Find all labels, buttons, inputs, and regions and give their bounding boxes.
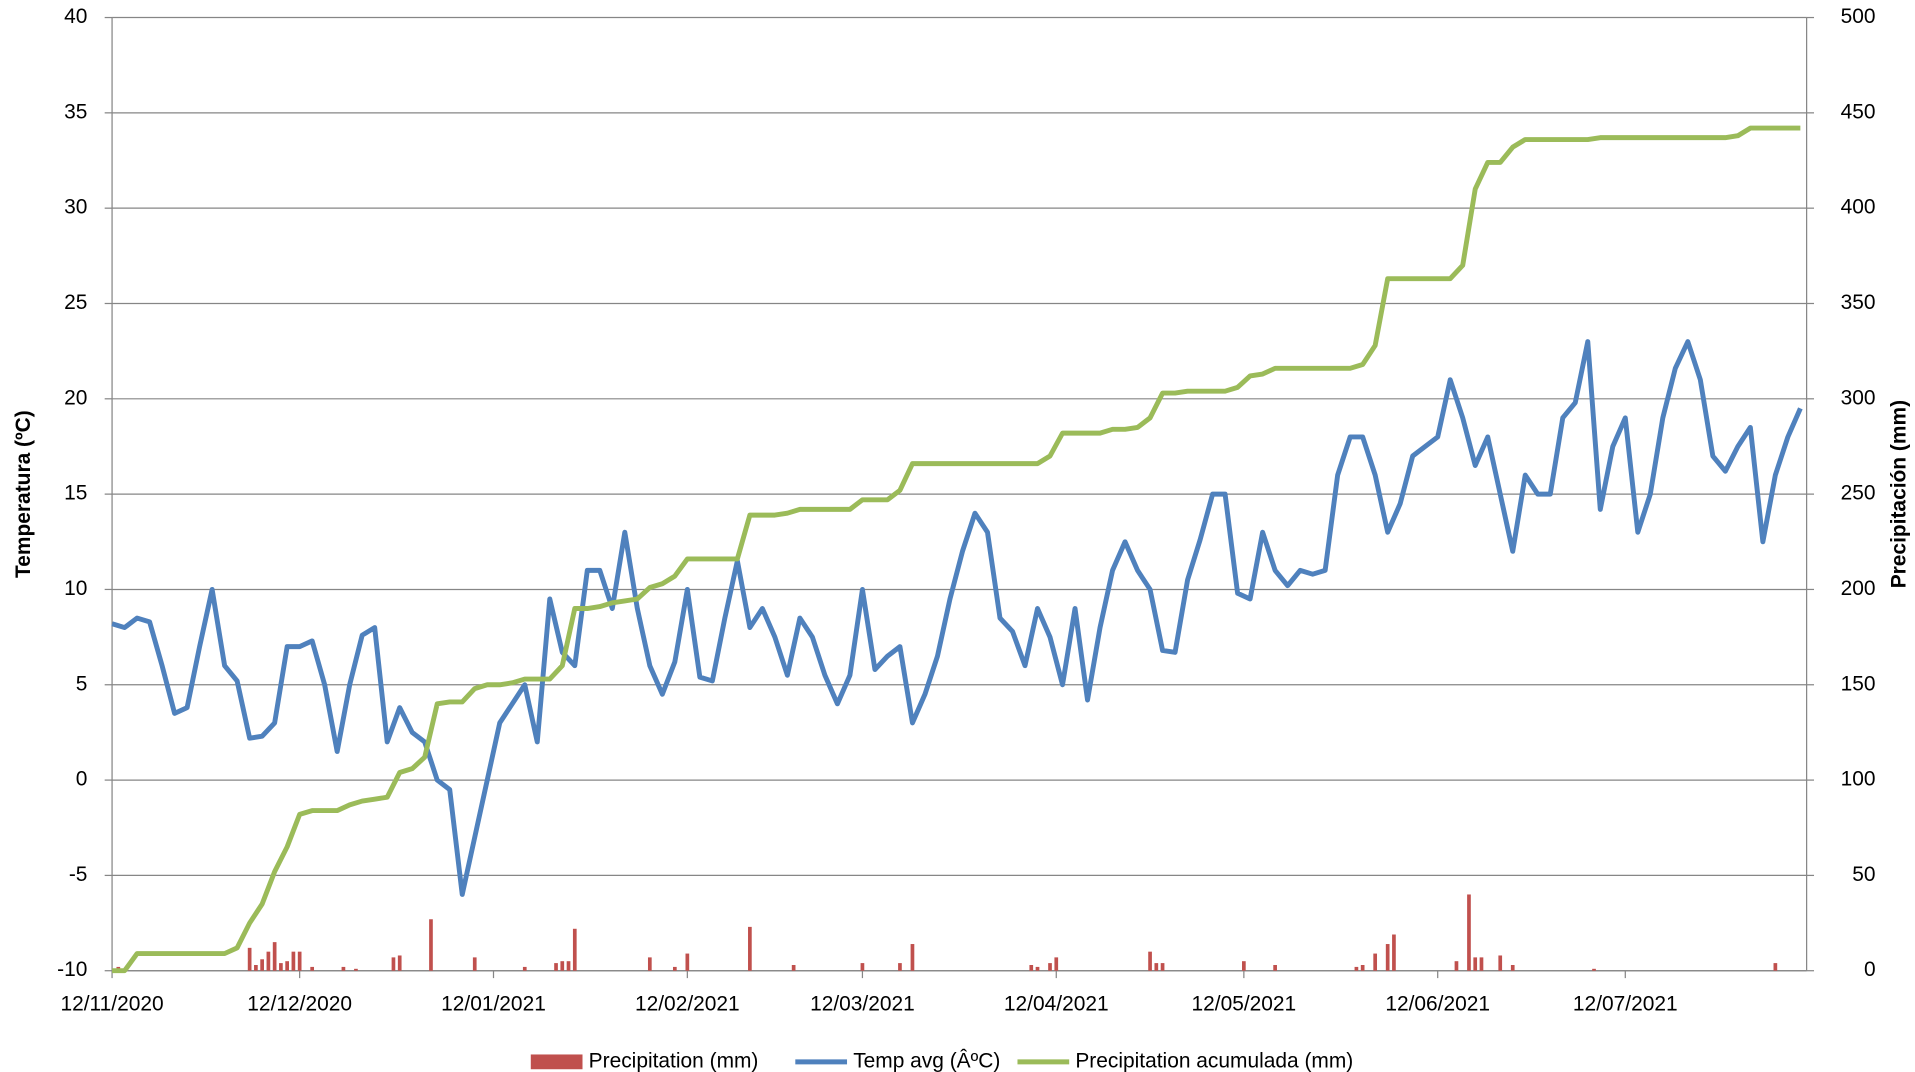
y-tick-label: -5 <box>69 863 88 886</box>
x-tick-label: 12/12/2020 <box>247 993 352 1016</box>
bar <box>647 957 652 971</box>
bar <box>522 966 527 971</box>
bar <box>1054 957 1059 971</box>
bar <box>672 966 677 971</box>
legend: Precipitation (mm) Temp avg (ÂºC) Precipit… <box>530 1049 1353 1072</box>
y2-tick-label: 50 <box>1852 863 1875 886</box>
y2-axis-title: Precipitación (mm) <box>1888 400 1911 588</box>
y2-tick-label: 0 <box>1864 958 1876 981</box>
bar <box>685 953 690 971</box>
bar <box>1048 963 1052 971</box>
y-tick-label: 0 <box>76 768 88 791</box>
bar <box>1148 951 1152 971</box>
bar <box>1392 934 1396 971</box>
bar <box>1373 953 1378 971</box>
x-tick-label: 12/05/2021 <box>1191 993 1296 1016</box>
x-tick-label: 12/07/2021 <box>1573 993 1678 1016</box>
bar <box>860 963 865 971</box>
bar <box>279 963 283 971</box>
y2-tick-label: 300 <box>1841 386 1876 409</box>
bar <box>1498 955 1503 971</box>
bar <box>260 959 264 971</box>
bar <box>254 965 258 971</box>
bar <box>898 963 902 971</box>
legend-label: Precipitation acumulada (mm) <box>1075 1049 1353 1072</box>
bar <box>1467 894 1471 971</box>
x-tick-label: 12/01/2021 <box>441 993 546 1016</box>
x-tick-label: 12/06/2021 <box>1385 993 1490 1016</box>
bar <box>247 947 252 971</box>
y2-tick-label: 200 <box>1841 577 1876 600</box>
legend-swatch <box>530 1054 583 1070</box>
bar <box>391 957 396 971</box>
bar <box>572 928 577 971</box>
y2-tick-label: 100 <box>1841 768 1876 791</box>
bar <box>566 961 571 971</box>
bar <box>1360 965 1365 971</box>
bar <box>1473 957 1478 971</box>
y-tick-label: 10 <box>64 577 87 600</box>
bar <box>354 968 358 971</box>
x-tick-label: 12/02/2021 <box>635 993 740 1016</box>
bar <box>310 966 315 971</box>
y-tick-label: 25 <box>64 291 87 314</box>
bar <box>272 942 277 971</box>
y-tick-label: 15 <box>64 482 87 505</box>
y-tick-label: -10 <box>57 958 87 981</box>
y2-tick-label: 450 <box>1841 100 1876 123</box>
bar <box>910 944 915 971</box>
y2-tick-label: 400 <box>1841 196 1876 219</box>
bar <box>1773 963 1778 971</box>
x-tick-label: 12/03/2021 <box>810 993 915 1016</box>
bar <box>472 957 477 971</box>
y2-tick-label: 250 <box>1841 482 1876 505</box>
bar <box>285 961 289 971</box>
line <box>112 125 1801 974</box>
y-tick-label: 20 <box>64 386 87 409</box>
bar <box>266 951 271 971</box>
y-tick-label: 40 <box>64 5 87 28</box>
bar <box>1242 961 1246 971</box>
bar <box>748 926 752 971</box>
bar <box>554 963 558 971</box>
x-tick-label: 12/11/2020 <box>60 993 163 1016</box>
bar <box>560 961 565 971</box>
bar <box>1354 966 1359 971</box>
legend-label: Temp avg (ÂºC) <box>853 1049 1000 1072</box>
y-tick-label: 35 <box>64 100 87 123</box>
y-tick-label: 5 <box>76 672 88 695</box>
y2-tick-label: 500 <box>1841 5 1876 28</box>
legend-label: Precipitation (mm) <box>589 1049 759 1072</box>
bar <box>341 966 346 971</box>
bar <box>1029 965 1034 971</box>
bar <box>297 951 302 971</box>
bar <box>1273 965 1277 971</box>
bar <box>1510 965 1515 971</box>
y-tick-label: 30 <box>64 196 87 219</box>
bar <box>1154 963 1159 971</box>
bar <box>397 955 402 971</box>
bar <box>1035 966 1040 971</box>
bar <box>1160 963 1165 971</box>
bar <box>1454 961 1459 971</box>
x-tick-label: 12/04/2021 <box>1004 993 1109 1016</box>
bar <box>429 919 433 971</box>
bar <box>791 965 796 971</box>
bar <box>1592 968 1596 971</box>
bar <box>1479 957 1484 971</box>
line <box>111 339 1803 897</box>
bar <box>1385 944 1390 971</box>
y-axis-title: Temperatura (ºC) <box>12 410 35 578</box>
y2-tick-label: 150 <box>1841 672 1876 695</box>
y2-tick-label: 350 <box>1841 291 1876 314</box>
bar <box>291 951 296 971</box>
